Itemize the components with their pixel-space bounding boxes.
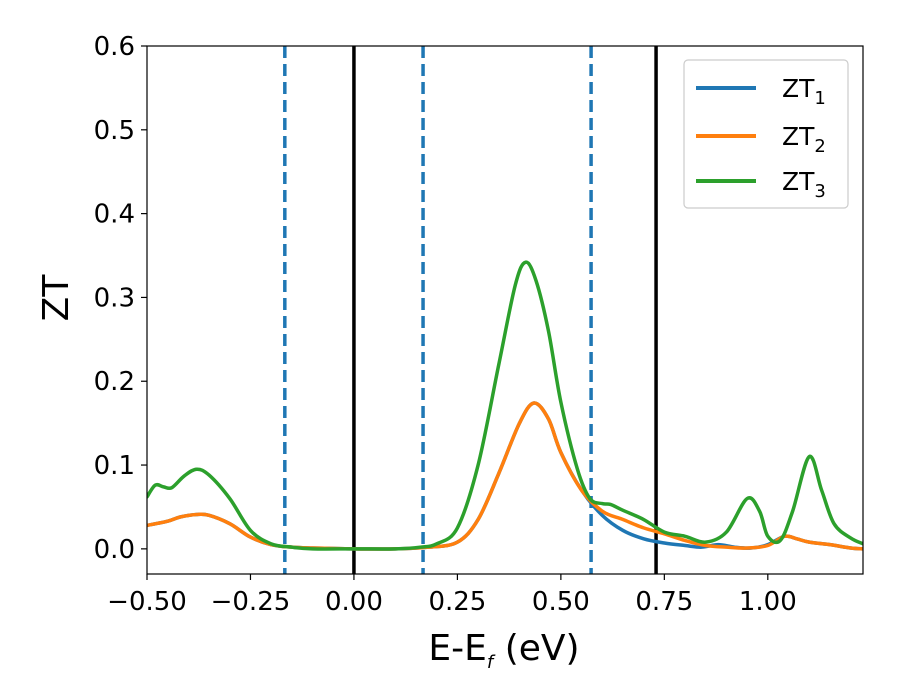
legend: ZT1 ZT2 ZT3 <box>683 59 849 209</box>
series-line-zt3 <box>147 260 863 551</box>
y-tick-label: 0.1 <box>94 451 135 481</box>
y-axis-label: ZT <box>36 274 77 322</box>
legend-label-zt3: ZT3 <box>782 167 826 202</box>
axes: −0.50 −0.25 0.00 0.25 0.50 0.75 1.00 0.0 0.1 0.2 0… <box>94 32 864 617</box>
y-tick-label: 0.3 <box>94 283 135 313</box>
y-tick-label: 0.6 <box>94 32 135 62</box>
x-tick-label: −0.50 <box>107 587 187 617</box>
plot-area <box>147 46 863 574</box>
plot-clip-group <box>147 46 863 574</box>
x-tick-label: −0.25 <box>211 587 291 617</box>
x-tick-label: 0.25 <box>428 587 486 617</box>
axes-frame <box>146 45 864 575</box>
x-tick-label: 1.00 <box>739 587 797 617</box>
y-tick-label: 0.0 <box>94 535 135 565</box>
x-axis-label: E-Ef (eV) <box>428 628 579 673</box>
x-tick-label: 0.50 <box>532 587 590 617</box>
series-line-zt2 <box>147 401 863 551</box>
y-tick-label: 0.5 <box>94 116 135 146</box>
legend-box <box>683 59 849 209</box>
legend-label-zt1: ZT1 <box>782 74 826 109</box>
x-tick-label: 0.00 <box>325 587 383 617</box>
y-tick-label: 0.2 <box>94 367 135 397</box>
y-tick-label: 0.4 <box>94 200 135 230</box>
series-line-zt1 <box>147 401 863 551</box>
x-tick-label: 0.75 <box>635 587 693 617</box>
legend-label-zt2: ZT2 <box>782 122 826 157</box>
